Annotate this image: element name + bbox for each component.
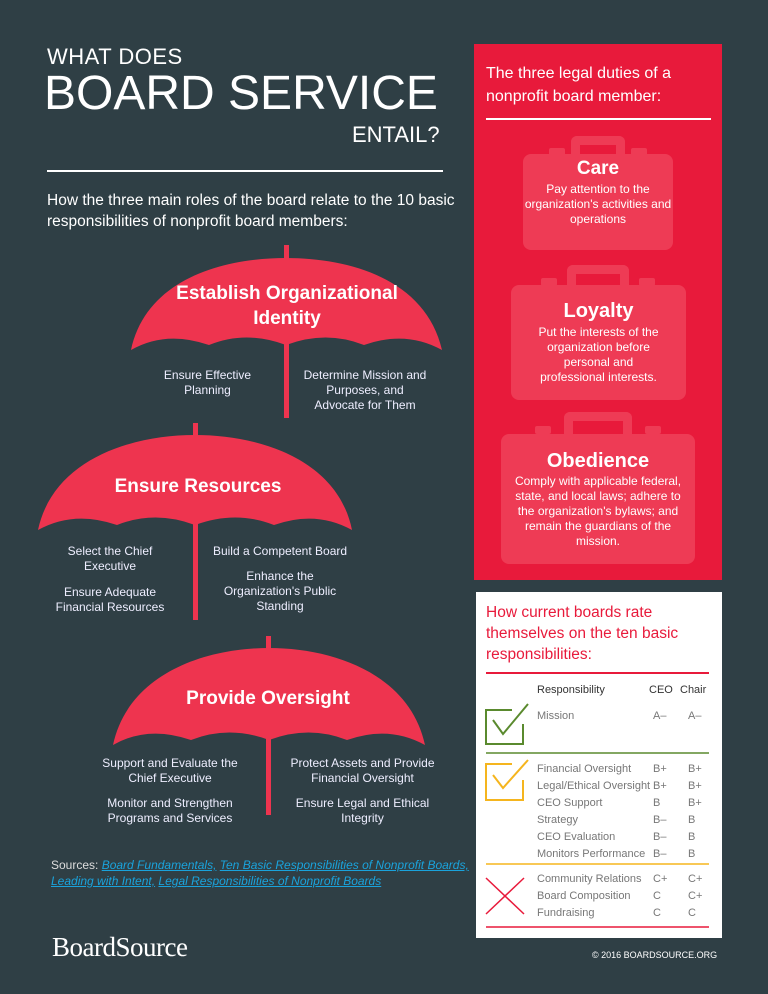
ceo-grade: B– — [653, 814, 667, 826]
ceo-grade: B– — [653, 831, 667, 843]
x-icon — [485, 877, 525, 915]
responsibility-cell: Legal/Ethical Oversight — [537, 780, 651, 792]
table-row: Community Relations C+ C+ — [537, 873, 717, 887]
table-row: Legal/Ethical Oversight B+ B+ — [537, 780, 717, 794]
boardsource-logo: BoardSource — [52, 932, 188, 962]
responsibility-cell: Strategy — [537, 814, 578, 826]
sources: Sources: Board Fundamentals, Ten Basic R… — [51, 857, 471, 889]
ceo-grade: C — [653, 890, 661, 902]
responsibility-item: Ensure Legal and Ethical Integrity — [295, 796, 430, 825]
responsibility-item: Protect Assets and Provide Financial Ove… — [290, 756, 435, 785]
briefcase-obedience: Obedience Comply with applicable federal… — [501, 412, 695, 564]
table-row: Strategy B– B — [537, 814, 717, 828]
umbrella-1 — [131, 245, 442, 418]
duty-description: Pay attention to the organization's acti… — [524, 182, 672, 226]
header-chair: Chair — [680, 684, 707, 696]
divider — [486, 672, 709, 674]
table-row: Board Composition C C+ — [537, 890, 717, 904]
umbrella-title: Establish Organizational Identity — [176, 283, 398, 329]
table-row: Fundraising C C — [537, 907, 717, 921]
divider — [47, 170, 443, 172]
duty-description: Comply with applicable federal, state, a… — [514, 474, 682, 548]
responsibility-cell: Fundraising — [537, 907, 595, 919]
chair-grade: A– — [688, 710, 702, 722]
responsibility-item: Monitor and Strengthen Programs and Serv… — [107, 796, 233, 825]
chair-grade: C+ — [688, 873, 703, 885]
table-row: CEO Support B B+ — [537, 797, 717, 811]
umbrella-title: Ensure Resources — [114, 476, 282, 497]
source-link[interactable]: Legal Responsibilities of Nonprofit Boar… — [158, 874, 382, 888]
responsibility-item: Determine Mission and Purposes, and Advo… — [303, 368, 427, 412]
table-row: CEO Evaluation B– B — [537, 831, 717, 845]
umbrella-3 — [113, 636, 425, 815]
ceo-grade: B — [653, 797, 661, 809]
chair-grade: B+ — [688, 780, 702, 792]
responsibility-cell: Board Composition — [537, 890, 631, 902]
responsibility-item: Ensure Adequate Financial Resources — [55, 585, 165, 614]
header-ceo: CEO — [649, 684, 673, 696]
table-header: Responsibility CEO Chair — [537, 684, 717, 698]
duty-name: Obedience — [546, 450, 650, 472]
chair-grade: B — [688, 831, 696, 843]
umbrella-graphics — [38, 245, 442, 815]
source-link[interactable]: Leading with Intent, — [51, 874, 156, 888]
ratings-panel: How current boards rate themselves on th… — [476, 592, 722, 938]
responsibility-cell: Mission — [537, 710, 575, 722]
check-icon — [485, 759, 529, 801]
page-title: BOARD SERVICE — [44, 67, 438, 120]
header-responsibility: Responsibility — [537, 684, 605, 696]
ratings-title: How current boards rate themselves on th… — [486, 604, 679, 663]
sources-label: Sources: — [51, 858, 99, 872]
umbrella-2 — [38, 423, 352, 620]
responsibility-cell: Monitors Performance — [537, 848, 646, 860]
duties-title: The three legal duties of a nonprofit bo… — [486, 65, 672, 105]
responsibility-cell: Financial Oversight — [537, 763, 632, 775]
subtitle: How the three main roles of the board re… — [47, 192, 455, 230]
chair-grade: B+ — [688, 797, 702, 809]
rating-icons — [485, 703, 709, 928]
umbrella-title: Provide Oversight — [186, 688, 350, 709]
briefcase-loyalty: Loyalty Put the interests of the organiz… — [511, 265, 686, 400]
briefcase-care: Care Pay attention to the organization's… — [523, 136, 673, 250]
responsibility-item: Enhance the Organization's Public Standi… — [223, 569, 337, 613]
chair-grade: C+ — [688, 890, 703, 902]
duty-name: Loyalty — [563, 300, 634, 322]
ceo-grade: C+ — [653, 873, 668, 885]
responsibility-cell: Community Relations — [537, 873, 642, 885]
header-line1: WHAT DOES — [47, 44, 183, 69]
ceo-grade: A– — [653, 710, 667, 722]
table-row: Mission A– A– — [537, 710, 717, 724]
ceo-grade: C — [653, 907, 661, 919]
table-row: Financial Oversight B+ B+ — [537, 763, 717, 777]
ceo-grade: B+ — [653, 763, 667, 775]
responsibility-cell: CEO Support — [537, 797, 603, 809]
check-icon — [485, 703, 529, 745]
responsibility-item: Support and Evaluate the Chief Executive — [102, 756, 238, 785]
ceo-grade: B+ — [653, 780, 667, 792]
responsibility-item: Build a Competent Board — [212, 544, 348, 558]
ceo-grade: B– — [653, 848, 667, 860]
source-link[interactable]: Board Fundamentals, — [101, 858, 217, 872]
responsibility-cell: CEO Evaluation — [537, 831, 616, 843]
duty-description: Put the interests of the organization be… — [538, 325, 659, 384]
responsibility-item: Ensure Effective Planning — [163, 368, 252, 397]
copyright: © 2016 BOARDSOURCE.ORG — [592, 950, 718, 960]
chair-grade: B — [688, 814, 696, 826]
duty-name: Care — [576, 158, 620, 179]
chair-grade: B — [688, 848, 696, 860]
chair-grade: B+ — [688, 763, 702, 775]
divider — [486, 118, 711, 120]
responsibility-item: Select the Chief Executive — [67, 544, 153, 573]
chair-grade: C — [688, 907, 696, 919]
header-line3: ENTAIL? — [352, 122, 440, 147]
source-link[interactable]: Ten Basic Responsibilities of Nonprofit … — [219, 858, 469, 872]
table-row: Monitors Performance B– B — [537, 848, 717, 862]
